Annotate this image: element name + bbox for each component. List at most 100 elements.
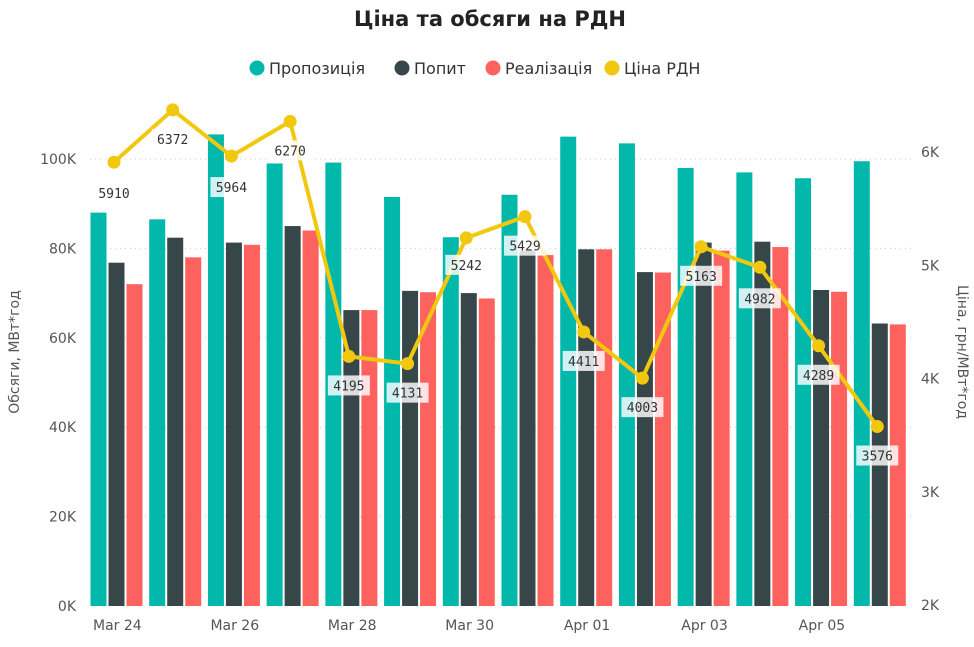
legend-marker: [394, 60, 410, 76]
data-label-bg: [504, 235, 546, 256]
price-point: [283, 114, 297, 128]
legend-marker: [604, 60, 620, 76]
bar-demand: [402, 290, 419, 606]
y-left-tick-label: 100K: [40, 152, 77, 168]
bar-demand: [813, 289, 830, 606]
bar-sales: [772, 247, 789, 606]
data-label-bg: [856, 445, 899, 466]
price-point: [459, 231, 473, 245]
price-point: [401, 357, 415, 371]
price-point: [753, 260, 767, 274]
data-label-bg: [93, 183, 135, 204]
data-label-bg: [797, 364, 840, 385]
price-point: [224, 149, 238, 163]
x-tick-label: Apr 01: [564, 618, 610, 634]
x-tick-label: Mar 28: [328, 618, 377, 634]
price-data-label: 4982: [744, 292, 775, 307]
price-data-label: 4411: [568, 355, 599, 370]
bar-sales: [185, 257, 202, 606]
y-axis-right-title: Ціна, грн/МВт*год: [954, 285, 970, 419]
data-label-bg: [621, 397, 664, 418]
bar-sales: [596, 249, 613, 606]
x-tick-label: Mar 24: [93, 618, 142, 634]
bar-sales: [831, 291, 848, 606]
y-left-tick-label: 60K: [49, 331, 77, 347]
bar-demand: [284, 226, 301, 607]
bar-sales: [361, 310, 378, 606]
y-right-tick-label: 3K: [921, 485, 940, 501]
bar-supply: [560, 136, 577, 606]
bar-supply: [501, 194, 518, 606]
bar-sales: [243, 244, 260, 606]
bar-supply: [853, 161, 870, 607]
price-line: [107, 103, 884, 434]
bar-sales: [420, 292, 437, 606]
bar-demand: [754, 241, 771, 606]
bar-sales: [478, 298, 495, 606]
price-data-label: 6270: [274, 144, 305, 159]
legend-marker: [249, 60, 265, 76]
price-data-label: 4131: [392, 387, 423, 402]
bar-demand: [225, 242, 242, 607]
bar-sales: [302, 230, 319, 606]
data-label-bg: [386, 382, 429, 403]
price-point: [812, 339, 826, 353]
x-tick-label: Mar 30: [445, 618, 494, 634]
legend-marker: [485, 60, 501, 76]
y-right-tick-label: 4K: [921, 372, 940, 388]
bar-supply: [90, 212, 107, 606]
price-point: [107, 155, 121, 169]
x-tick-label: Apr 03: [681, 618, 727, 634]
price-point: [694, 240, 708, 254]
price-data-label: 5910: [98, 187, 129, 202]
price-data-label: 4289: [803, 369, 834, 384]
price-point: [870, 420, 884, 434]
price-data-label: 5163: [685, 270, 716, 285]
y-left-tick-label: 80K: [49, 241, 77, 257]
data-label-bg: [210, 177, 253, 198]
bar-demand: [167, 237, 184, 606]
bar-demand: [578, 249, 595, 606]
price-data-label: 5242: [451, 259, 482, 274]
price-data-label: 5429: [509, 240, 540, 255]
bar-sales: [537, 255, 554, 607]
bar-supply: [677, 167, 694, 606]
data-label-bg: [562, 350, 605, 371]
bar-supply: [736, 172, 753, 606]
bar-demand: [636, 272, 653, 606]
y-right-tick-label: 5K: [921, 258, 940, 274]
legend-label: Пропозиція: [269, 59, 365, 78]
x-axis: Mar 24 Mar 26 Mar 28 Mar 30 Apr 01 Apr 03 Apr …: [93, 618, 845, 634]
bar-supply: [618, 143, 635, 607]
y-left-tick-label: 0K: [58, 599, 77, 615]
legend: Пропозиція Попит Реалізація Ціна РДН: [249, 59, 700, 78]
price-point: [635, 371, 649, 385]
y-right-tick-label: 2K: [921, 598, 940, 614]
legend-label: Попит: [414, 59, 466, 78]
price-data-label: 6372: [157, 133, 188, 148]
bars: [90, 134, 906, 607]
price-point: [518, 210, 532, 224]
bar-supply: [266, 163, 283, 606]
bar-supply: [207, 134, 224, 607]
price-point: [342, 349, 356, 363]
bar-sales: [713, 250, 730, 606]
y-right-tick-label: 6K: [921, 145, 940, 161]
price-data-label: 5964: [216, 181, 247, 196]
price-data-label: 4195: [333, 379, 364, 394]
bar-demand: [519, 250, 536, 606]
price-point: [577, 325, 591, 339]
bar-demand: [460, 293, 477, 606]
y-left-tick-label: 20K: [49, 510, 77, 526]
bar-supply: [442, 237, 459, 606]
x-tick-label: Mar 26: [210, 618, 259, 634]
bar-sales: [126, 284, 143, 606]
y-left-tick-label: 40K: [49, 420, 77, 436]
x-tick-label: Apr 05: [799, 618, 845, 634]
y-axis-right: 2K 3K 4K 5K 6K: [921, 145, 940, 614]
price-data-label: 3576: [862, 450, 893, 465]
y-axis-left: 0K 20K 40K 60K 80K 100K: [40, 152, 77, 615]
bar-sales: [654, 272, 671, 606]
data-label-bg: [269, 140, 312, 161]
